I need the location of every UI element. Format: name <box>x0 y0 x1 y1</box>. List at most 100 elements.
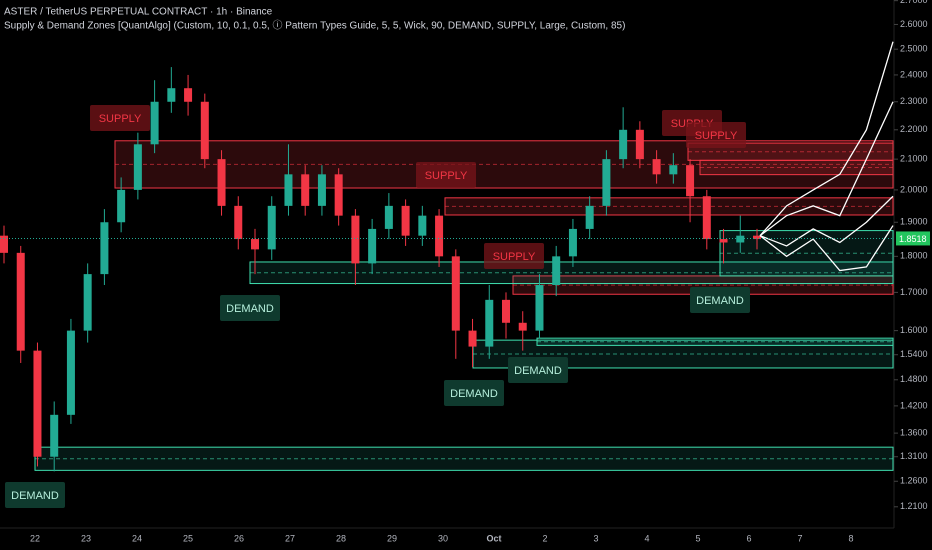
zone-label-box <box>5 482 65 508</box>
candle-body <box>468 330 477 347</box>
projection-line <box>759 195 894 247</box>
candle-body <box>351 215 360 264</box>
chart-subtitle: Supply & Demand Zones [QuantAlgo] (Custo… <box>4 20 625 32</box>
candle-body <box>418 215 427 236</box>
candle-body <box>133 144 142 190</box>
zone-label-box <box>90 105 150 131</box>
zone-label-box <box>220 295 280 321</box>
candle-body <box>267 205 276 250</box>
plot-area: SUPPLYSUPPLYSUPPLYSUPPLYSUPPLYDEMANDDEMA… <box>0 41 894 508</box>
y-tick-label: 1.8000 <box>900 251 928 261</box>
candle-body <box>184 88 193 102</box>
x-tick-label: 25 <box>183 533 193 543</box>
zone-label-box <box>444 380 504 406</box>
y-tick-label: 2.5000 <box>900 44 928 54</box>
candle-body <box>167 88 176 102</box>
y-tick-label: 2.0000 <box>900 184 928 194</box>
y-tick-label: 2.6000 <box>900 19 928 29</box>
zone-label-box <box>508 357 568 383</box>
candle-body <box>100 222 109 275</box>
x-tick-label: 27 <box>285 533 295 543</box>
projection-line <box>759 101 894 237</box>
projection-line <box>759 225 894 272</box>
y-tick-label: 1.3100 <box>900 451 928 461</box>
candle-body <box>518 322 527 331</box>
candle-body <box>251 239 259 250</box>
candle-body <box>535 285 544 331</box>
candle-body <box>552 256 561 286</box>
y-tick-label: 1.4200 <box>900 400 928 410</box>
candle-body <box>736 235 745 243</box>
y-tick-label: 1.2100 <box>900 501 928 511</box>
x-tick-label: 29 <box>387 533 397 543</box>
candle-body <box>16 252 25 351</box>
x-tick-label: 22 <box>30 533 40 543</box>
zone-label-box <box>690 287 750 313</box>
last-price-label: 1.8518 <box>899 234 927 244</box>
candle-body <box>117 189 126 223</box>
x-tick-label: 23 <box>81 533 91 543</box>
x-tick-label: 3 <box>593 533 598 543</box>
x-tick-label: 28 <box>336 533 346 543</box>
y-tick-label: 1.4800 <box>900 374 928 384</box>
y-tick-label: 1.7000 <box>900 287 928 297</box>
y-tick-label: 2.7000 <box>900 0 928 5</box>
candle-body <box>669 165 678 175</box>
zone-label: SUPPLY <box>695 130 738 142</box>
candle-body <box>652 159 661 175</box>
candle-body <box>0 235 8 253</box>
candle-body <box>602 159 611 206</box>
y-tick-label: 1.9000 <box>900 217 928 227</box>
x-tick-label: 30 <box>438 533 448 543</box>
x-tick-label: 24 <box>132 533 142 543</box>
candle-body <box>66 330 75 415</box>
candle-body <box>502 299 510 323</box>
candle-body <box>217 159 226 206</box>
candle-body <box>401 205 410 236</box>
zone-label: DEMAND <box>226 303 274 315</box>
candle-body <box>619 129 628 160</box>
x-tick-label: 7 <box>797 533 802 543</box>
candle-body <box>451 256 460 331</box>
y-tick-label: 1.2600 <box>900 476 928 486</box>
candle-body <box>719 239 728 243</box>
candle-body <box>702 196 711 240</box>
zone-label-box <box>686 122 746 148</box>
y-tick-label: 2.1000 <box>900 154 928 164</box>
candle-body <box>753 235 761 240</box>
x-tick-label: 4 <box>644 533 649 543</box>
x-tick-label: 6 <box>746 533 751 543</box>
candle-body <box>686 165 695 197</box>
candle-body <box>83 274 92 331</box>
candle-body <box>200 101 209 160</box>
candle-body <box>334 174 343 216</box>
projection-line <box>759 41 894 237</box>
candle-body <box>485 299 494 347</box>
y-tick-label: 1.6000 <box>900 325 928 335</box>
candle-body <box>284 174 293 206</box>
candle-body <box>384 205 393 229</box>
zone-label: DEMAND <box>514 365 562 377</box>
candle-body <box>635 129 644 160</box>
zone-label: DEMAND <box>11 490 59 502</box>
x-tick-label: Oct <box>486 533 501 543</box>
zone-label: SUPPLY <box>425 170 468 182</box>
candle-body <box>568 228 577 257</box>
candle-body <box>301 174 310 206</box>
candle-body <box>150 101 159 145</box>
zone-label: DEMAND <box>450 388 498 400</box>
candle-body <box>435 215 444 257</box>
candle-body <box>368 228 377 264</box>
y-tick-label: 1.5400 <box>900 349 928 359</box>
zone-label-box <box>484 243 544 269</box>
x-tick-label: 26 <box>234 533 244 543</box>
candle-body <box>585 205 594 229</box>
zone-label-box <box>416 162 476 188</box>
zone-label: SUPPLY <box>99 113 142 125</box>
candle-body <box>317 174 326 206</box>
chart-title: ASTER / TetherUS PERPETUAL CONTRACT · 1h… <box>4 7 273 18</box>
candle-body <box>234 205 243 240</box>
y-tick-label: 2.3000 <box>900 96 928 106</box>
candle-body <box>33 350 42 457</box>
